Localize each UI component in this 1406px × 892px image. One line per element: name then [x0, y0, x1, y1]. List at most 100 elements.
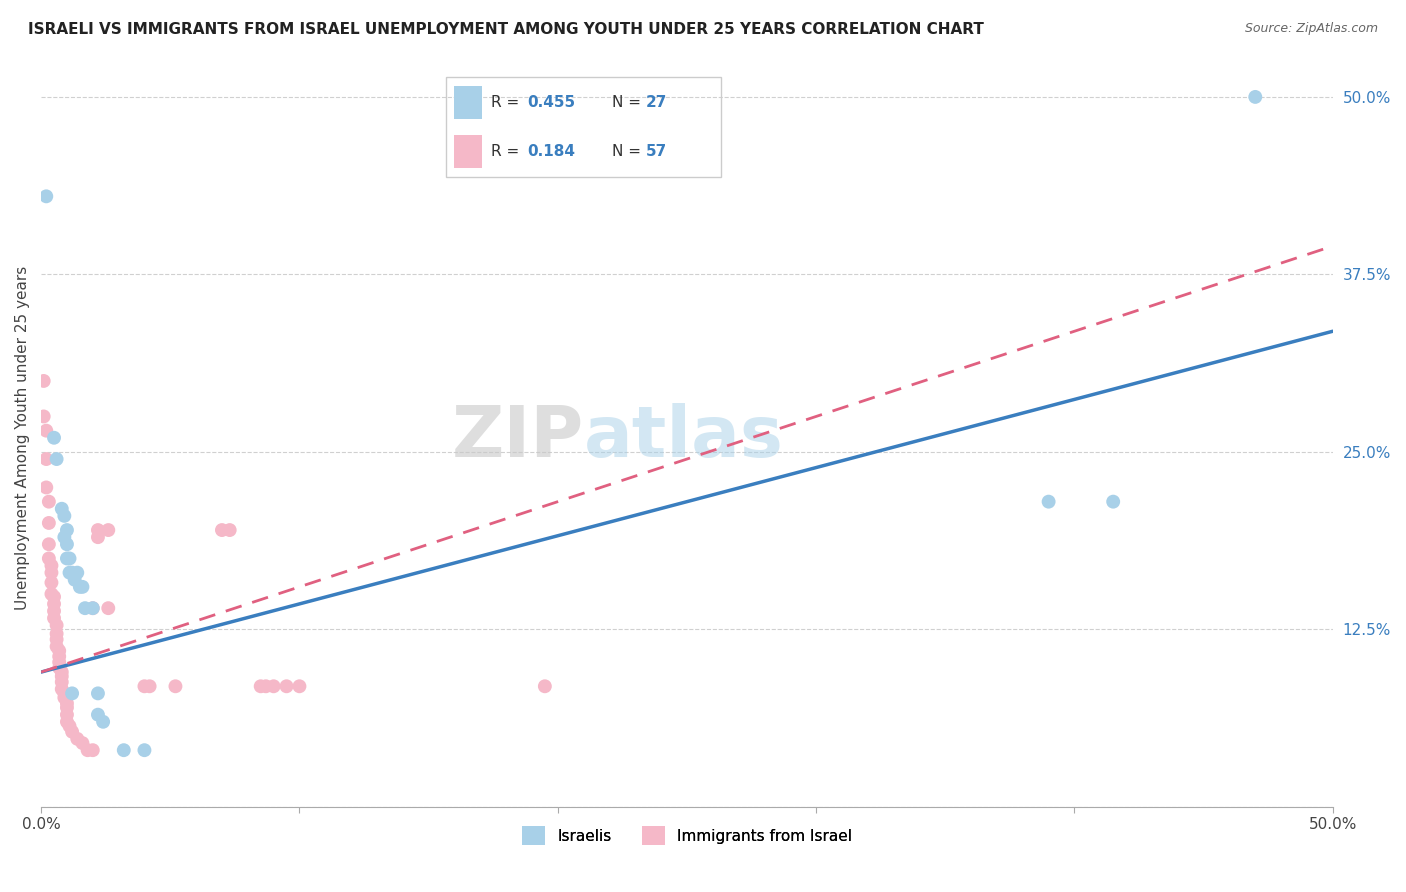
Point	[56, 537, 79, 551]
Point	[288, 679, 311, 693]
Point	[35, 452, 58, 467]
Point	[87, 523, 110, 537]
Point	[45, 618, 67, 632]
Text: 0.455: 0.455	[527, 95, 575, 110]
Point	[87, 686, 110, 700]
Point	[76, 743, 98, 757]
Point	[82, 601, 104, 615]
Point	[35, 480, 58, 494]
Point	[51, 675, 73, 690]
Point	[35, 189, 58, 203]
Point	[48, 655, 70, 669]
Point	[45, 626, 67, 640]
Point	[134, 743, 156, 757]
Point	[41, 558, 63, 573]
Point	[51, 501, 73, 516]
Point	[45, 452, 67, 467]
Point	[32, 374, 55, 388]
Point	[63, 573, 86, 587]
Point	[165, 679, 187, 693]
Point	[97, 601, 120, 615]
Point	[48, 644, 70, 658]
Point	[48, 661, 70, 675]
Point	[45, 640, 67, 654]
Point	[53, 508, 76, 523]
Text: atlas: atlas	[583, 403, 783, 472]
Point	[211, 523, 233, 537]
Point	[51, 669, 73, 683]
Text: Source: ZipAtlas.com: Source: ZipAtlas.com	[1244, 22, 1378, 36]
Point	[38, 551, 60, 566]
Point	[51, 665, 73, 679]
Point	[42, 611, 65, 625]
Y-axis label: Unemployment Among Youth under 25 years: Unemployment Among Youth under 25 years	[15, 266, 30, 610]
Bar	[454, 136, 482, 168]
Point	[56, 714, 79, 729]
Point	[1244, 90, 1267, 104]
Point	[82, 601, 104, 615]
Point	[82, 743, 104, 757]
Text: 0.184: 0.184	[527, 145, 575, 160]
Point	[38, 537, 60, 551]
Point	[60, 566, 83, 580]
Point	[42, 597, 65, 611]
Point	[91, 714, 114, 729]
Point	[1038, 494, 1060, 508]
Text: R =: R =	[491, 95, 524, 110]
Point	[87, 530, 110, 544]
Point	[138, 679, 160, 693]
Point	[56, 523, 79, 537]
Point	[53, 686, 76, 700]
Point	[51, 682, 73, 697]
Point	[42, 604, 65, 618]
Text: N =: N =	[612, 95, 645, 110]
Point	[45, 632, 67, 647]
Point	[56, 707, 79, 722]
Point	[32, 409, 55, 424]
Point	[41, 587, 63, 601]
Bar	[454, 87, 482, 119]
Point	[35, 424, 58, 438]
Point	[56, 696, 79, 710]
Point	[263, 679, 285, 693]
Point	[60, 686, 83, 700]
Point	[56, 700, 79, 714]
Text: ISRAELI VS IMMIGRANTS FROM ISRAEL UNEMPLOYMENT AMONG YOUTH UNDER 25 YEARS CORREL: ISRAELI VS IMMIGRANTS FROM ISRAEL UNEMPL…	[28, 22, 984, 37]
Point	[53, 690, 76, 705]
Point	[73, 601, 96, 615]
Text: ZIP: ZIP	[451, 403, 583, 472]
Point	[41, 575, 63, 590]
Point	[56, 551, 79, 566]
Point	[534, 679, 557, 693]
Point	[134, 679, 156, 693]
Point	[48, 649, 70, 664]
Point	[87, 707, 110, 722]
Point	[1102, 494, 1125, 508]
Point	[72, 736, 94, 750]
Point	[42, 431, 65, 445]
Point	[42, 590, 65, 604]
Point	[58, 566, 80, 580]
Point	[41, 566, 63, 580]
Point	[60, 724, 83, 739]
Point	[38, 494, 60, 508]
Point	[276, 679, 298, 693]
Point	[69, 580, 91, 594]
Text: N =: N =	[612, 145, 645, 160]
Point	[58, 719, 80, 733]
Point	[58, 551, 80, 566]
Point	[66, 566, 89, 580]
Point	[53, 530, 76, 544]
Point	[218, 523, 240, 537]
Point	[38, 516, 60, 530]
Point	[254, 679, 277, 693]
Point	[249, 679, 271, 693]
Legend: Israelis, Immigrants from Israel: Israelis, Immigrants from Israel	[516, 820, 858, 851]
Text: 57: 57	[645, 145, 666, 160]
Point	[66, 731, 89, 746]
Point	[97, 523, 120, 537]
Text: R =: R =	[491, 145, 524, 160]
Text: 27: 27	[645, 95, 666, 110]
Point	[72, 580, 94, 594]
Point	[112, 743, 135, 757]
